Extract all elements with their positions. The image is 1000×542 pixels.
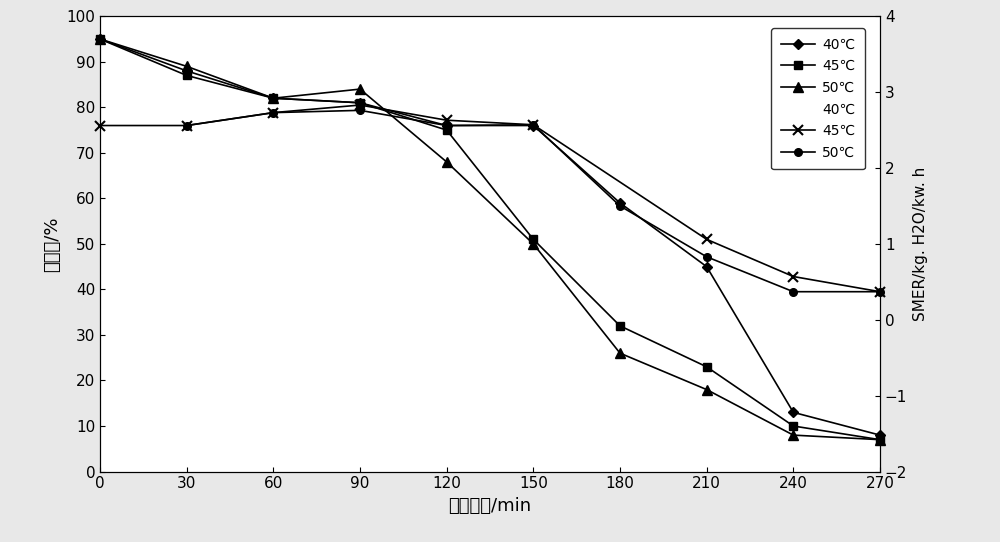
Y-axis label: 含水率/%: 含水率/%	[43, 216, 61, 272]
Y-axis label: SMER/kg. H2O/kw. h: SMER/kg. H2O/kw. h	[913, 167, 928, 321]
Legend: 40℃, 45℃, 50℃, 40℃, 45℃, 50℃: 40℃, 45℃, 50℃, 40℃, 45℃, 50℃	[771, 28, 865, 170]
X-axis label: 干燥时间/min: 干燥时间/min	[448, 497, 532, 515]
